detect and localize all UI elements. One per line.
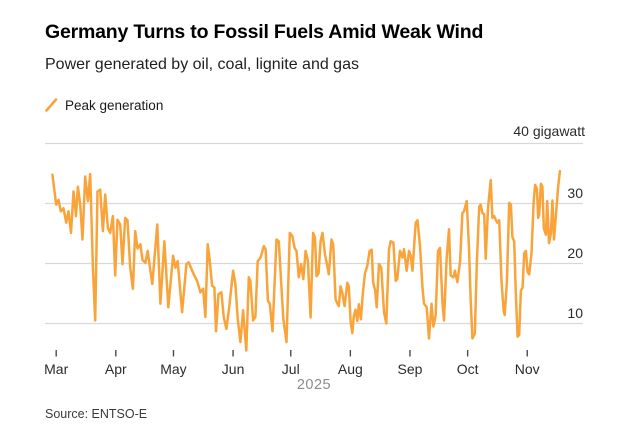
y-axis-unit-label: 40 gigawatt: [513, 123, 585, 139]
x-axis-year-label: 2025: [296, 377, 332, 393]
x-axis-ticks: [55, 350, 528, 357]
legend-label: Peak generation: [65, 97, 164, 113]
y-tick-label-10: 10: [567, 305, 583, 321]
legend-line-swatch-icon: [45, 98, 58, 112]
x-axis-label-aug: Aug: [337, 361, 363, 377]
y-tick-label-20: 20: [567, 245, 583, 261]
x-axis-label-jul: Jul: [281, 361, 300, 377]
x-axis-label-apr: Apr: [104, 361, 127, 377]
y-tick-label-30: 30: [567, 185, 583, 201]
chart-title: Germany Turns to Fossil Fuels Amid Weak …: [45, 21, 484, 43]
legend: Peak generation: [45, 97, 163, 113]
source-note: Source: ENTSO-E: [45, 407, 148, 421]
peak-generation-line: [51, 169, 562, 352]
x-axis-label-oct: Oct: [456, 361, 479, 377]
x-axis-label-jun: Jun: [221, 361, 245, 377]
x-axis-label-sep: Sep: [397, 361, 423, 377]
x-axis-label-mar: Mar: [44, 361, 69, 377]
x-axis-label-may: May: [160, 361, 187, 377]
chart-subtitle: Power generated by oil, coal, lignite an…: [45, 56, 359, 73]
gridlines: [45, 142, 583, 325]
x-axis-label-nov: Nov: [514, 361, 540, 377]
